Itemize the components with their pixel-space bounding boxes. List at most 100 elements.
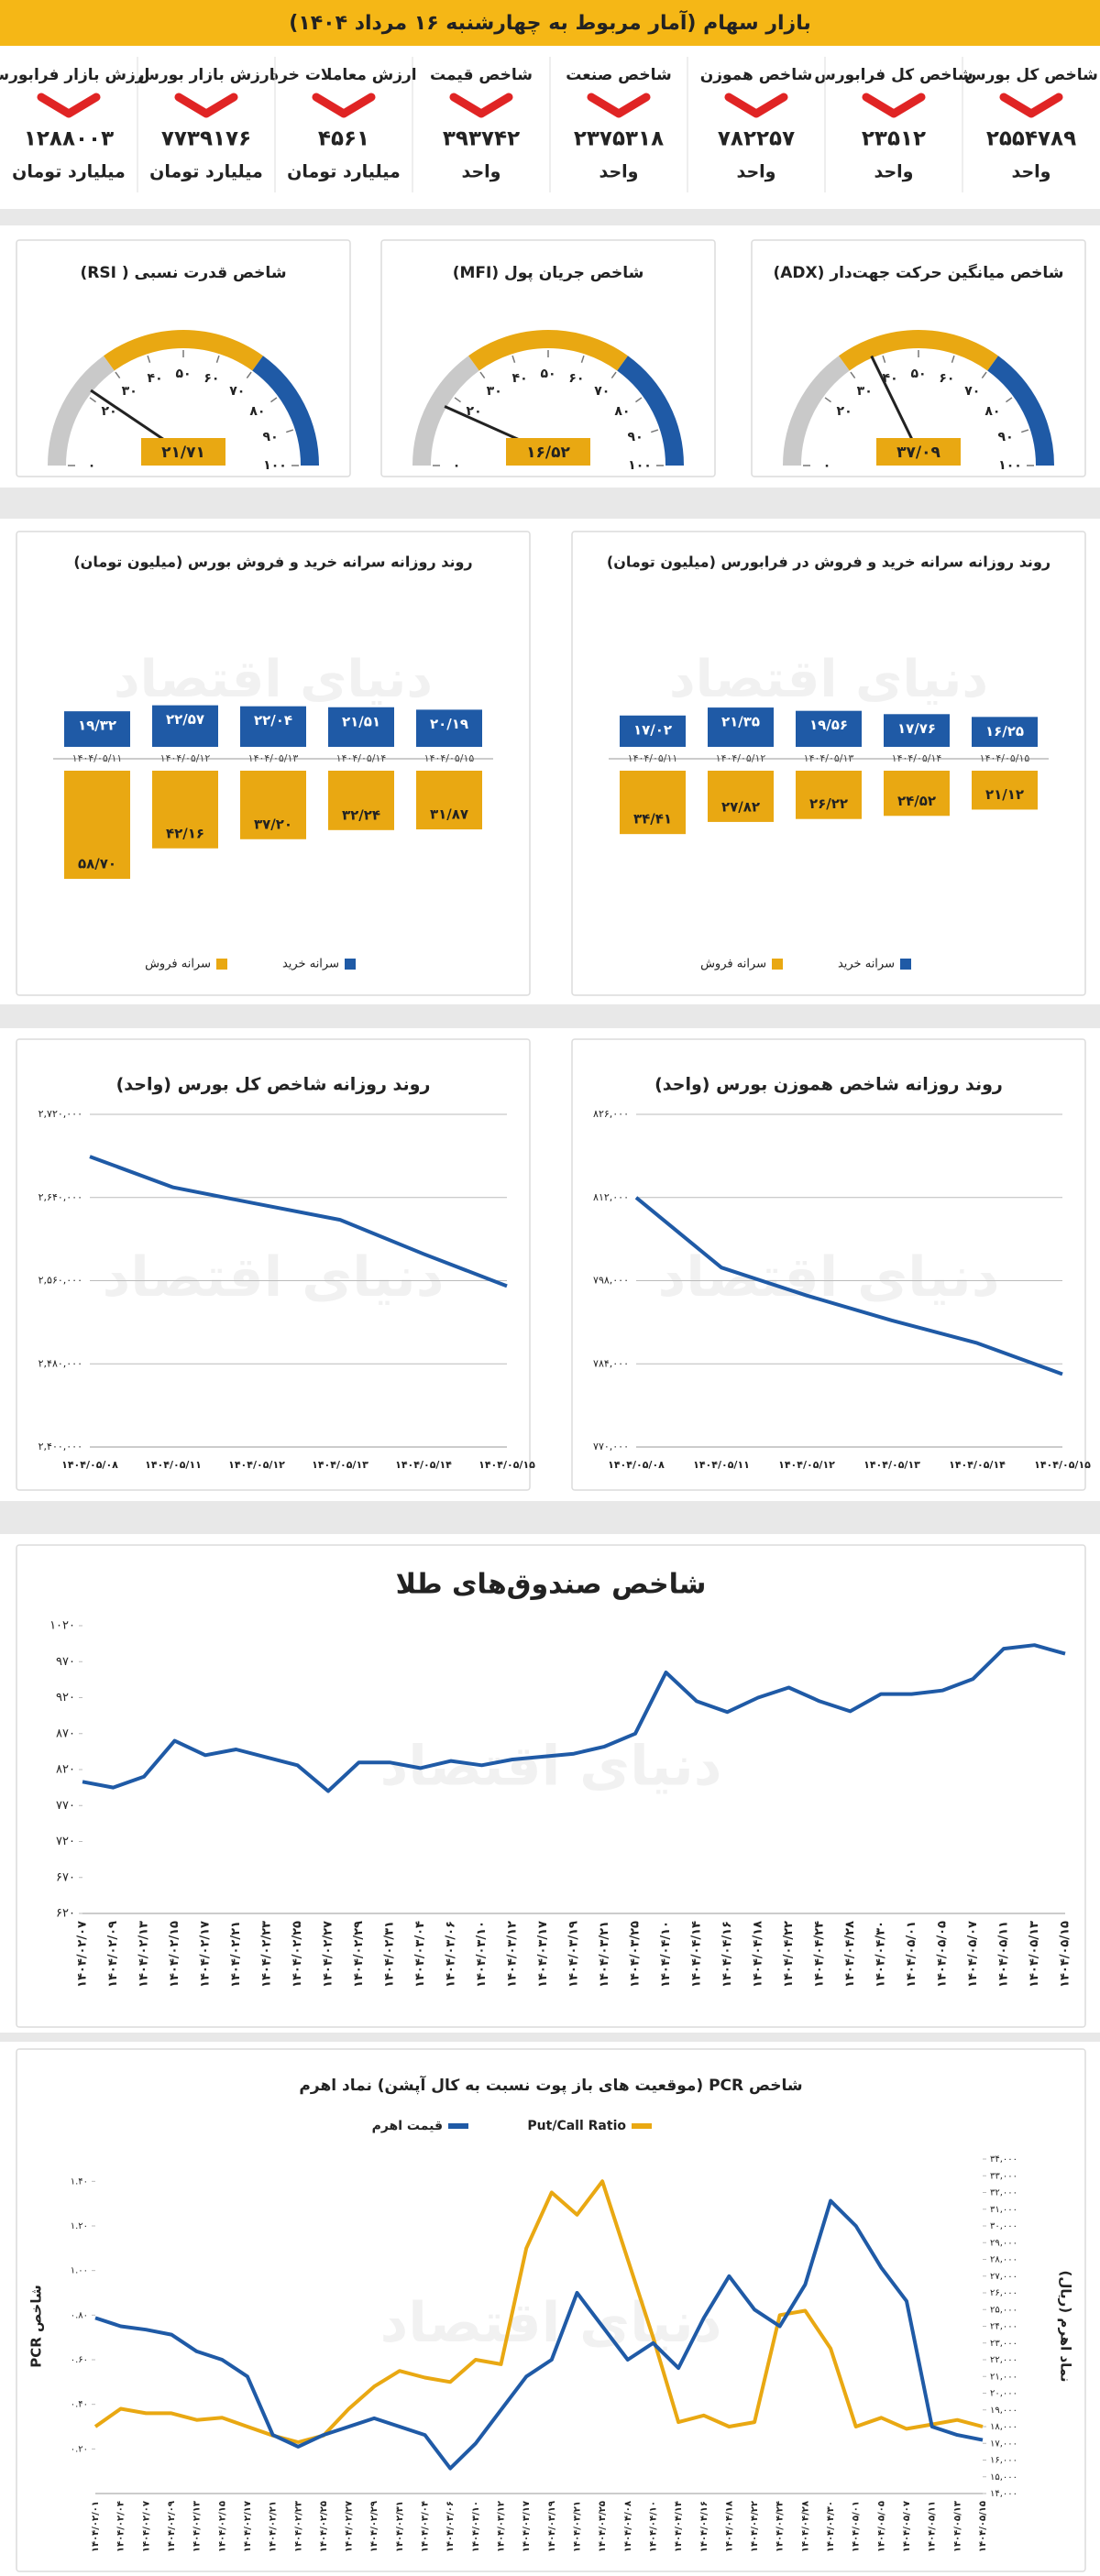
stat-unit: واحد [600,162,639,182]
bar-value-label: ۲۱/۱۲ [985,786,1024,803]
separator [0,1501,1100,1534]
x-tick-label: ۱۴۰۴/۰۳/۱۰ [475,1921,489,1988]
bar-value-label: ۱۷/۰۲ [633,721,672,738]
bar-value-label: ۱۹/۳۲ [78,718,116,734]
bar-value-label: ۳۷/۲۰ [254,816,292,832]
gauge-tick [215,355,220,364]
legend-label: Put/Call Ratio [527,2119,626,2133]
panel [751,239,1086,477]
down-arrow [724,93,788,118]
gauge-band [987,356,1054,466]
y2-tick-label: ۱۶,۰۰۰ [990,2456,1018,2466]
bar-value-label: ۱۷/۷۶ [897,720,936,737]
gauge-tick [479,371,486,378]
gauge-band [412,356,479,466]
y-tick-label: ۶۲۰ [56,1907,75,1921]
bar-value-label: ۵۸/۷۰ [78,856,116,872]
gauge-tick-label: ۰ [823,458,831,473]
x-tick-label: ۱۴۰۴/۰۵/۱۳ [864,1459,920,1471]
bar [796,771,862,819]
bar [416,771,482,830]
x-tick-label: ۱۴۰۴/۰۵/۱۴ [395,1459,452,1471]
stat-title: شاخص هموزن [700,66,813,84]
legend-swatch [345,959,356,970]
x-tick-label: ۱۴۰۴/۰۴/۱۴ [674,2501,684,2552]
gauge-tick-label: ۹۰ [263,430,279,444]
bar [328,771,394,830]
gauge-tick [89,397,96,403]
x-tick-label: ۱۴۰۴/۰۳/۱۰ [471,2501,481,2552]
stat-value: ۷۸۲۲۵۷ [718,127,795,151]
bar-value-label: ۲۷/۸۲ [721,798,760,815]
x-tick-label: ۱۴۰۴/۰۵/۱۵ [478,1459,535,1471]
bar [152,771,218,849]
x-tick-label: ۱۴۰۴/۰۵/۱۲ [778,1459,835,1471]
stat-title: ارزش معاملات خرد [270,66,416,84]
y-tick-label: ۷۷۰ [56,1799,75,1813]
down-arrow [37,93,101,118]
down-arrow [312,93,376,118]
bar-value-label: ۲۴/۵۲ [897,793,936,809]
stat-value: ۲۳۷۵۳۱۸ [574,127,664,151]
gauge-title: شاخص قدرت نسبی ( RSI) [80,264,286,282]
x-tick-label: ۱۴۰۴/۰۲/۲۹ [369,2501,380,2552]
y2-tick-label: ۱۵,۰۰۰ [990,2472,1018,2483]
gauge-tick-label: ۴۰ [883,371,898,386]
gauge-tick [1020,429,1029,433]
x-tick-label: ۱۴۰۴/۰۵/۱۵ [978,2501,988,2552]
y-tick-label: ۷۷۰,۰۰۰ [593,1441,629,1452]
stat-value: ۲۳۵۱۲ [862,127,926,151]
x-tick-label: ۱۴۰۴/۰۵/۰۷ [902,2501,912,2552]
bar [64,711,130,747]
x-tick-label: ۱۴۰۴/۰۵/۱۱ [145,1459,202,1471]
y-tick-label: ۶۷۰ [56,1870,75,1884]
y-tick-label: ۱.۲۰ [71,2221,88,2231]
x-tick-label: ۱۴۰۴/۰۳/۲۱ [572,2501,582,2552]
x-tick-label: ۱۴۰۴/۰۲/۲۳ [260,1921,274,1988]
line-series [94,2179,984,2444]
chart-title: روند روزانه سرانه خرید و فروش بورس (میلی… [73,554,472,571]
x-tick-label: ۱۴۰۴/۰۲/۳۱ [395,2501,405,2552]
gauge-tick [454,397,461,403]
x-tick-label: ۱۴۰۴/۰۴/۲۴ [776,2501,786,2552]
gauge-title: شاخص جریان پول (MFI) [453,264,644,282]
bar-value-label: ۲۲/۰۴ [254,712,292,729]
gauge-tick [270,397,278,403]
gauge-band [839,330,998,371]
x-tick-label: ۱۴۰۴/۰۵/۱۵ [1034,1459,1091,1471]
gauge-tick-label: ۲۰ [837,404,852,419]
legend-label: قیمت اهرم [372,2119,443,2133]
y2-tick-label: ۱۸,۰۰۰ [990,2422,1018,2432]
gauge-tick [610,371,617,378]
stat-value: ۲۵۵۴۷۸۹ [986,127,1076,151]
line-series [634,1196,1063,1376]
bar-value-label: ۴۲/۱۶ [166,825,204,841]
y2-tick-label: ۲۵,۰۰۰ [990,2305,1018,2315]
bar [240,771,306,839]
y2-tick-label: ۲۰,۰۰۰ [990,2389,1018,2399]
panel [571,531,1086,996]
x-tick-label: ۱۴۰۴/۰۳/۱۷ [522,2501,532,2552]
gauge-tick-label: ۳۰ [487,384,502,399]
x-tick-label: ۱۴۰۴/۰۳/۱۹ [567,1921,581,1988]
bar [708,771,774,822]
panel [16,239,351,477]
bar-value-label: ۱۹/۵۶ [809,717,848,733]
separator [0,1004,1100,1028]
x-tick-label: ۱۴۰۴/۰۲/۲۱ [229,1921,243,1988]
y-tick-label: ۷۹۸,۰۰۰ [593,1275,629,1287]
gauge-tick [981,371,987,378]
x-tick-label: ۱۴۰۴/۰۵/۱۱ [72,752,123,764]
gauge-tick-label: ۳۰ [122,384,138,399]
legend-label: سرانه خرید [838,958,895,971]
stat-title: ارزش بازار فرابورس [0,66,149,84]
line-series [89,1155,508,1288]
legend-swatch [632,2123,652,2129]
gauge-tick [115,371,121,378]
legend-label: سرانه خرید [282,958,339,971]
bar [152,705,218,747]
gauge-value-box [141,438,226,466]
gauge-needle [870,355,920,454]
bar [796,710,862,747]
